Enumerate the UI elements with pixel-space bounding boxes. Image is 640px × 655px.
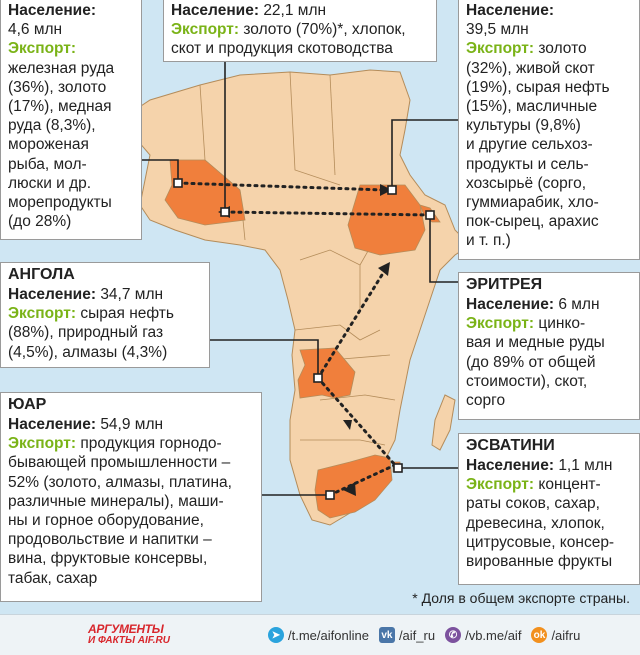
viber-icon: ✆ xyxy=(445,627,462,643)
trade-routes xyxy=(176,181,432,497)
export-line: (88%), природный газ xyxy=(8,324,164,342)
export-line: сырая нефть xyxy=(80,305,174,323)
telegram-icon: ➤ xyxy=(268,627,284,643)
info-box-top-center: Население: 22,1 млн Экспорт: золото (70%… xyxy=(163,0,437,62)
export-line: раты соков, сахар, xyxy=(466,495,600,513)
export-line: пок-сырец, арахис xyxy=(466,213,599,231)
export-label: Экспорт: xyxy=(171,21,240,39)
export-line: (до 28%) xyxy=(8,213,72,231)
export-line: железная руда xyxy=(8,59,115,77)
country-angola-highlight xyxy=(297,347,356,399)
export-label: Экспорт: xyxy=(8,305,77,323)
social-link-text: /vb.me/aif xyxy=(465,627,522,643)
export-line: скот и продукция скотоводства xyxy=(171,40,393,58)
export-line: (17%), медная xyxy=(8,98,112,116)
madagascar xyxy=(431,394,456,451)
vk-icon: vk xyxy=(378,627,395,643)
export-line: (4,5%), алмазы (4,3%) xyxy=(8,343,168,361)
export-line: вированные фрукты xyxy=(466,553,613,571)
info-box-angola: АНГОЛА Население: 34,7 млн Экспорт: сыра… xyxy=(0,262,210,368)
export-line: (36%), золото xyxy=(8,78,107,96)
export-line: гуммиарабик, хло- xyxy=(466,194,599,212)
country-title: ЭСВАТИНИ xyxy=(466,437,555,454)
export-line: древесина, хлопок, xyxy=(466,514,605,532)
population-label: Население: xyxy=(466,457,554,474)
info-box-top-left: Население: 4,6 млн Экспорт: железная руд… xyxy=(0,0,142,240)
export-line: цитрусовые, консер- xyxy=(466,533,615,551)
export-label: Экспорт: xyxy=(466,315,535,333)
export-line: мороженая xyxy=(8,136,89,154)
population-value: 54,9 млн xyxy=(100,416,164,433)
population-label: Население: xyxy=(171,2,259,19)
population-value: 6 млн xyxy=(558,296,600,313)
social-link-ok[interactable]: ok /aifru xyxy=(531,627,580,643)
export-line: стоимости), скот, xyxy=(466,372,588,390)
ok-icon: ok xyxy=(531,627,548,643)
population-label: Население: xyxy=(8,286,96,303)
export-line: бывающей промышленности – xyxy=(8,454,231,472)
export-line: 52% (золото, алмазы, платина, xyxy=(8,473,232,491)
export-label: Экспорт: xyxy=(466,476,535,494)
export-line: (до 89% от общей xyxy=(466,353,596,371)
export-line: табак, сахар xyxy=(8,569,98,587)
country-title: ЭРИТРЕЯ xyxy=(466,276,543,293)
export-line: продукция горнодо- xyxy=(80,435,222,453)
population-label: Население: xyxy=(8,416,96,433)
social-link-vk[interactable]: vk /aif_ru xyxy=(378,627,436,643)
social-link-text: /aif_ru xyxy=(398,627,436,643)
export-label: Экспорт: xyxy=(466,40,535,58)
export-line: вая и медные руды xyxy=(466,334,605,352)
export-line: различные минералы), маши- xyxy=(8,492,224,510)
country-title: ЮАР xyxy=(8,396,47,413)
route-markers xyxy=(173,178,435,500)
population-value: 1,1 млн xyxy=(558,457,613,474)
population-value: 34,7 млн xyxy=(100,286,164,303)
logo-line2: И ФАКТЫ AIF.RU xyxy=(88,635,170,646)
population-value: 22,1 млн xyxy=(263,2,327,19)
export-line: рыба, мол- xyxy=(8,155,87,173)
connector-lines xyxy=(140,56,460,496)
export-label: Экспорт: xyxy=(8,40,77,58)
export-line: и т. п.) xyxy=(466,232,511,250)
export-line: (32%), живой скот xyxy=(466,59,595,77)
country-sudan-highlight xyxy=(347,184,426,256)
export-line: золото xyxy=(538,40,587,58)
footer: АРГУМЕНТЫ И ФАКТЫ AIF.RU ➤ /t.me/aifonli… xyxy=(0,614,640,655)
export-line: (19%), сырая нефть xyxy=(466,78,610,96)
export-line: продукты и сель- xyxy=(466,155,589,173)
info-box-sar: ЮАР Население: 54,9 млн Экспорт: продукц… xyxy=(0,392,262,602)
logo-line1: АРГУМЕНТЫ xyxy=(88,622,164,636)
population-label: Население: xyxy=(8,2,96,19)
social-link-viber[interactable]: ✆ /vb.me/aif xyxy=(445,627,521,643)
social-link-text: /t.me/aifonline xyxy=(288,627,369,643)
export-line: золото (70%)*, хлопок, xyxy=(243,21,406,39)
footnote: * Доля в общем экспорте страны. xyxy=(412,590,630,606)
population-label: Население: xyxy=(466,296,554,313)
social-link-telegram[interactable]: ➤ /t.me/aifonline xyxy=(268,627,369,643)
export-line: руда (8,3%), xyxy=(8,117,96,135)
export-line: люски и др. xyxy=(8,174,92,192)
export-line: и другие сельхоз- xyxy=(466,136,593,154)
population-value: 39,5 млн xyxy=(466,21,529,39)
export-line: концент- xyxy=(538,476,601,494)
aif-logo[interactable]: АРГУМЕНТЫ И ФАКТЫ AIF.RU xyxy=(0,622,268,646)
export-line: вина, фруктовые консервы, xyxy=(8,550,208,568)
export-line: морепродукты xyxy=(8,194,112,212)
export-label: Экспорт: xyxy=(8,435,77,453)
population-value: 4,6 млн xyxy=(8,21,63,39)
info-box-top-right: Население: 39,5 млн Экспорт: золото (32%… xyxy=(458,0,640,260)
info-box-eritrea: ЭРИТРЕЯ Население: 6 млн Экспорт: цинко-… xyxy=(458,272,640,420)
population-label: Население: xyxy=(466,2,554,19)
export-line: культуры (9,8%) xyxy=(466,117,581,135)
export-line: ны и горное оборудование, xyxy=(8,512,204,530)
export-line: хозсырьё (сорго, xyxy=(466,174,587,192)
export-line: (15%), масличные xyxy=(466,98,598,116)
export-line: сорго xyxy=(466,392,506,410)
info-box-eswatini: ЭСВАТИНИ Население: 1,1 млн Экспорт: кон… xyxy=(458,433,640,585)
social-link-text: /aifru xyxy=(551,627,581,643)
export-line: цинко- xyxy=(538,315,586,333)
export-line: продовольствие и напитки – xyxy=(8,531,212,549)
country-title: АНГОЛА xyxy=(8,266,75,283)
